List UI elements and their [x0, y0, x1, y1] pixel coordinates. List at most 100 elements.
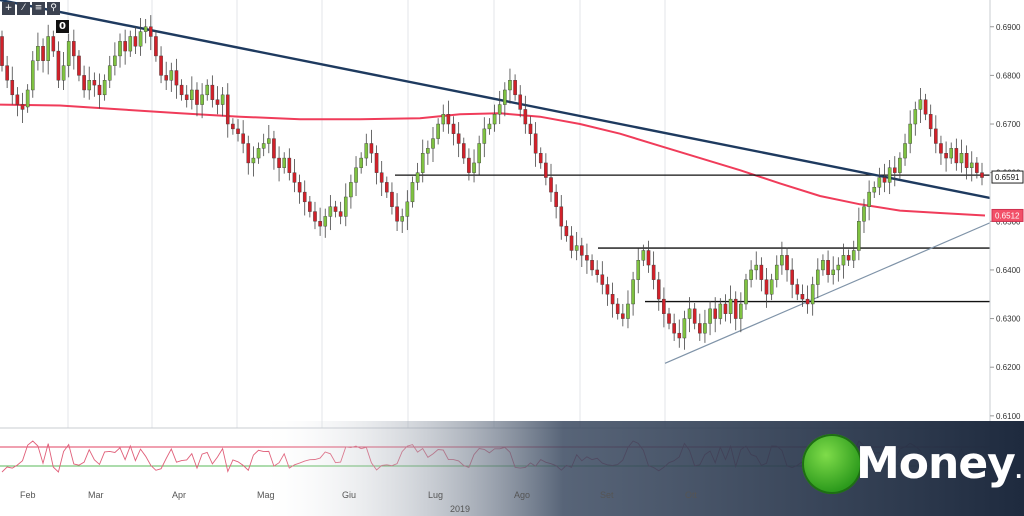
candle — [816, 258, 820, 299]
candle-up-body — [431, 138, 435, 149]
candle-down-body — [826, 260, 830, 275]
candle-up-body — [841, 255, 846, 266]
candle-down-body — [467, 157, 471, 173]
x-tick-label: Giu — [342, 490, 356, 500]
candle-up-body — [774, 264, 779, 280]
candle-up-body — [744, 279, 748, 305]
candle — [934, 115, 938, 154]
candle-down-body — [195, 89, 199, 105]
candle-down-body — [538, 153, 543, 164]
candle — [292, 159, 297, 193]
candle — [25, 84, 30, 113]
candle-down-body — [374, 153, 379, 173]
candle-up-body — [857, 221, 861, 251]
candle — [615, 298, 620, 320]
candle — [590, 254, 594, 276]
candle-down-body — [179, 84, 184, 96]
candle-down-body — [590, 260, 594, 271]
candle — [739, 292, 743, 333]
candle-down-body — [621, 313, 625, 319]
candle — [713, 297, 717, 333]
candle — [477, 135, 481, 175]
candle — [349, 174, 353, 209]
candle-down-body — [302, 191, 307, 203]
candle-up-body — [359, 157, 363, 168]
brand-logo[interactable]: Money.it — [800, 432, 1024, 502]
candle — [641, 244, 646, 267]
candle — [205, 79, 210, 101]
candle — [302, 180, 307, 216]
candle-up-body — [436, 123, 440, 139]
candle-down-body — [82, 75, 86, 91]
candle — [184, 85, 189, 108]
candle — [508, 68, 512, 104]
candle — [251, 146, 256, 177]
candle-up-body — [415, 172, 420, 183]
candle — [379, 160, 384, 197]
candles — [0, 15, 984, 350]
candle — [780, 241, 784, 275]
candle-down-body — [292, 172, 297, 183]
candle — [913, 101, 918, 136]
candle-up-body — [877, 177, 882, 188]
list-icon[interactable]: ≡ — [32, 2, 45, 15]
crosshair-icon[interactable]: + — [2, 2, 15, 15]
candle — [805, 285, 810, 314]
y-axis: 0.69000.68000.67000.66000.65000.64000.63… — [989, 0, 1024, 428]
candle — [759, 257, 764, 292]
zoom-icon[interactable]: ⚲ — [47, 2, 60, 15]
candle — [636, 248, 641, 294]
x-tick-label: Mar — [88, 490, 104, 500]
candle-down-body — [939, 143, 943, 154]
candle-up-body — [138, 31, 143, 47]
candle — [0, 30, 4, 72]
candle — [672, 313, 676, 341]
candle-down-body — [241, 133, 245, 144]
zero-button[interactable]: 0 — [56, 20, 69, 33]
candle-up-body — [836, 264, 841, 271]
candle-up-body — [354, 167, 358, 183]
candle — [267, 124, 271, 154]
candle-down-body — [313, 211, 317, 222]
candle — [728, 285, 733, 324]
candle — [338, 201, 343, 225]
x-tick-label: Feb — [20, 490, 36, 500]
candle — [959, 139, 964, 173]
candle-up-body — [718, 303, 723, 319]
candle — [867, 180, 871, 221]
candle — [733, 291, 738, 331]
candle — [790, 258, 794, 299]
x-tick-label: Apr — [172, 490, 186, 500]
candle-up-body — [261, 143, 266, 149]
candle-up-body — [949, 148, 954, 159]
draw-line-icon[interactable]: ⁄ — [17, 2, 30, 15]
candle-down-body — [692, 308, 697, 324]
candle-down-body — [0, 36, 4, 66]
candle-down-body — [77, 55, 81, 76]
candle — [246, 135, 251, 175]
candle — [297, 174, 302, 204]
candle — [651, 251, 656, 290]
candle-up-body — [862, 206, 866, 222]
candle-down-body — [215, 99, 220, 105]
candle — [969, 151, 974, 182]
candle — [190, 76, 194, 110]
candle-down-body — [790, 269, 794, 285]
y-tick-label: 0.6300 — [996, 315, 1021, 324]
candle — [939, 135, 943, 165]
candle-down-body — [533, 133, 538, 154]
candle-down-body — [164, 75, 168, 81]
candle — [456, 122, 461, 158]
candle — [385, 176, 389, 198]
candle-up-body — [267, 138, 271, 144]
candle-up-body — [872, 187, 877, 193]
candle-up-body — [220, 94, 225, 105]
candle — [513, 74, 517, 101]
candle — [497, 90, 502, 125]
candle-down-body — [698, 323, 702, 334]
candle-down-body — [149, 26, 153, 37]
candle-down-body — [559, 206, 564, 227]
candle — [503, 82, 507, 117]
candle — [133, 26, 138, 54]
